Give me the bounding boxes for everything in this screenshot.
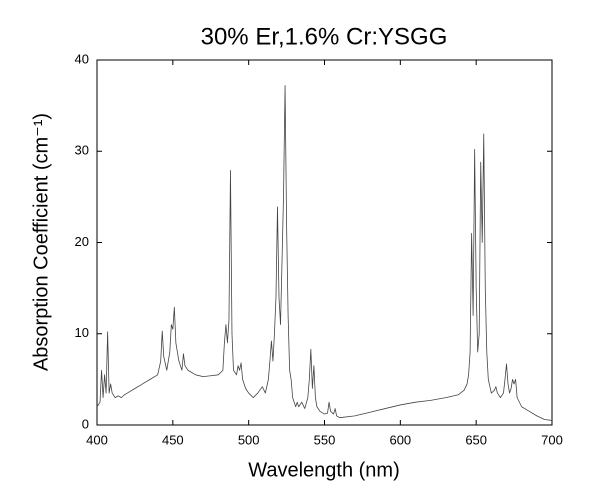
x-tick-label: 500 [238,432,260,447]
y-tick-label: 10 [75,325,89,340]
x-tick-label: 600 [389,432,411,447]
x-tick-label: 400 [86,432,108,447]
y-axis-label: Absorption Coefficient (cm⁻¹) [30,113,52,371]
x-tick-label: 650 [465,432,487,447]
plot-frame [96,59,553,426]
x-tick-label: 550 [314,432,336,447]
y-tick-label: 30 [75,143,89,158]
x-axis-label: Wavelength (nm) [248,459,400,481]
y-tick-label: 40 [75,51,89,66]
y-tick-label: 0 [82,416,89,431]
x-tick-label: 700 [541,432,563,447]
spectrum-line [96,85,553,421]
y-tick-label: 20 [75,234,89,249]
chart-title: 30% Er,1.6% Cr:YSGG [201,23,448,50]
x-tick-label: 450 [162,432,184,447]
